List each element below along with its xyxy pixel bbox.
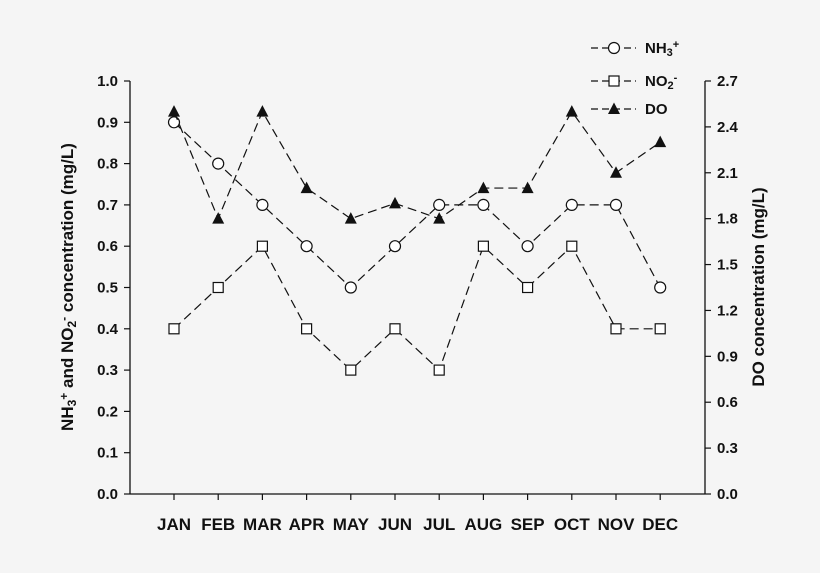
x-tick-label: AUG: [465, 515, 503, 534]
legend-label-text: DO: [645, 101, 668, 118]
x-tick-label: JUN: [378, 515, 412, 534]
data-point-NO2-: [566, 240, 578, 252]
right-y-tick-label: 1.8: [717, 211, 738, 228]
right-y-tick-label: 2.1: [717, 165, 738, 182]
left-y-tick-label: 0.2: [97, 403, 118, 420]
data-point-NO2-: [212, 281, 224, 294]
left-y-tick-label: 0.6: [97, 238, 118, 255]
right-y-tick-label: 0.6: [717, 394, 738, 411]
legend-label-subscript: 2: [668, 80, 674, 92]
left-y-tick-label: 0.1: [97, 445, 118, 462]
data-point-NH3+: [654, 281, 667, 294]
data-point-DO: [477, 181, 490, 194]
right-y-tick-label: 2.7: [717, 73, 738, 90]
x-tick-label: OCT: [554, 515, 591, 534]
data-point-NO2-: [168, 323, 180, 335]
x-tick-label: MAY: [333, 515, 370, 534]
left-y-tick-label: 0.8: [97, 156, 118, 173]
legend-label-text: NO: [645, 73, 668, 90]
legend-marker-NH3+: [607, 41, 621, 55]
data-point-NH3+: [388, 240, 402, 253]
legend-label: NO2-: [645, 72, 678, 92]
left-axis-title-superscript: -: [57, 317, 71, 321]
legend-label-superscript: -: [674, 72, 678, 84]
data-point-DO: [521, 181, 534, 194]
left-axis-title-superscript: +: [57, 393, 71, 400]
left-y-tick-label: 0.7: [97, 197, 118, 214]
x-tick-label: SEP: [511, 515, 545, 534]
left-y-tick-label: 0.0: [97, 486, 118, 503]
left-y-tick-label: 0.3: [97, 362, 118, 379]
right-y-tick-label: 0.9: [717, 348, 738, 365]
series-line-NO2-: [173, 245, 661, 372]
data-point-NH3+: [167, 116, 181, 129]
data-point-NH3+: [521, 240, 534, 253]
left-axis-title-part: and NO: [58, 328, 77, 393]
right-y-tick-label: 0.3: [717, 440, 738, 457]
left-y-tick-label: 0.5: [97, 280, 118, 297]
right-y-tick-label: 0.0: [717, 486, 738, 503]
left-axis-title-subscript: 3: [65, 399, 79, 406]
legend-label: NH3+: [645, 39, 679, 59]
left-axis-title-subscript: 2: [65, 321, 79, 328]
x-tick-label: JAN: [157, 515, 191, 534]
data-point-DO: [344, 212, 357, 224]
data-point-DO: [300, 181, 313, 194]
legend-label-superscript: +: [673, 39, 679, 51]
data-point-NO2-: [301, 323, 313, 335]
data-point-NO2-: [654, 323, 666, 335]
data-point-NH3+: [256, 198, 269, 211]
data-point-NH3+: [300, 240, 313, 253]
data-point-DO: [256, 105, 269, 117]
left-y-tick-label: 0.9: [97, 114, 118, 131]
data-point-DO: [389, 196, 401, 209]
data-point-NO2-: [433, 364, 445, 376]
data-point-NO2-: [345, 364, 357, 376]
data-point-NH3+: [212, 157, 225, 170]
data-point-DO: [654, 135, 667, 148]
data-point-DO: [610, 166, 622, 178]
data-point-DO: [212, 212, 225, 224]
x-tick-label: MAR: [243, 515, 282, 534]
data-point-NO2-: [389, 323, 401, 335]
data-point-NO2-: [521, 281, 534, 294]
right-y-tick-label: 1.2: [717, 302, 738, 319]
left-axis-title-part: NH: [58, 406, 77, 431]
legend-label: DO: [645, 101, 668, 118]
left-y-axis-title: NH3+ and NO2- concentration (mg/L): [57, 143, 79, 431]
legend-marker-DO: [608, 102, 620, 114]
x-tick-label: JUL: [423, 515, 455, 534]
data-point-NO2-: [610, 323, 622, 335]
legend-label-text: NH: [645, 40, 667, 57]
x-tick-label: DEC: [642, 515, 678, 534]
data-point-NO2-: [256, 240, 268, 252]
left-y-tick-label: 1.0: [97, 73, 118, 90]
left-y-tick-label: 0.4: [97, 321, 119, 338]
series-line-DO: [173, 110, 661, 221]
data-point-NH3+: [344, 281, 357, 294]
data-point-DO: [168, 105, 180, 117]
series-line-NH3+: [173, 121, 661, 289]
right-y-tick-label: 2.4: [717, 119, 739, 136]
data-point-NO2-: [477, 240, 489, 252]
left-axis-title-part: concentration (mg/L): [58, 143, 77, 317]
x-tick-label: NOV: [598, 515, 636, 534]
right-y-tick-label: 1.5: [717, 257, 738, 274]
data-point-NH3+: [609, 198, 623, 211]
data-point-NH3+: [477, 198, 490, 211]
x-tick-label: APR: [289, 515, 325, 534]
data-point-DO: [433, 212, 446, 224]
data-point-NH3+: [565, 198, 578, 211]
legend-label-subscript: 3: [667, 47, 673, 59]
data-point-DO: [565, 105, 578, 117]
right-y-axis-title: DO concentration (mg/L): [749, 187, 768, 386]
data-point-NH3+: [433, 198, 446, 211]
x-tick-label: FEB: [201, 515, 235, 534]
legend-marker-NO2-: [608, 75, 620, 87]
